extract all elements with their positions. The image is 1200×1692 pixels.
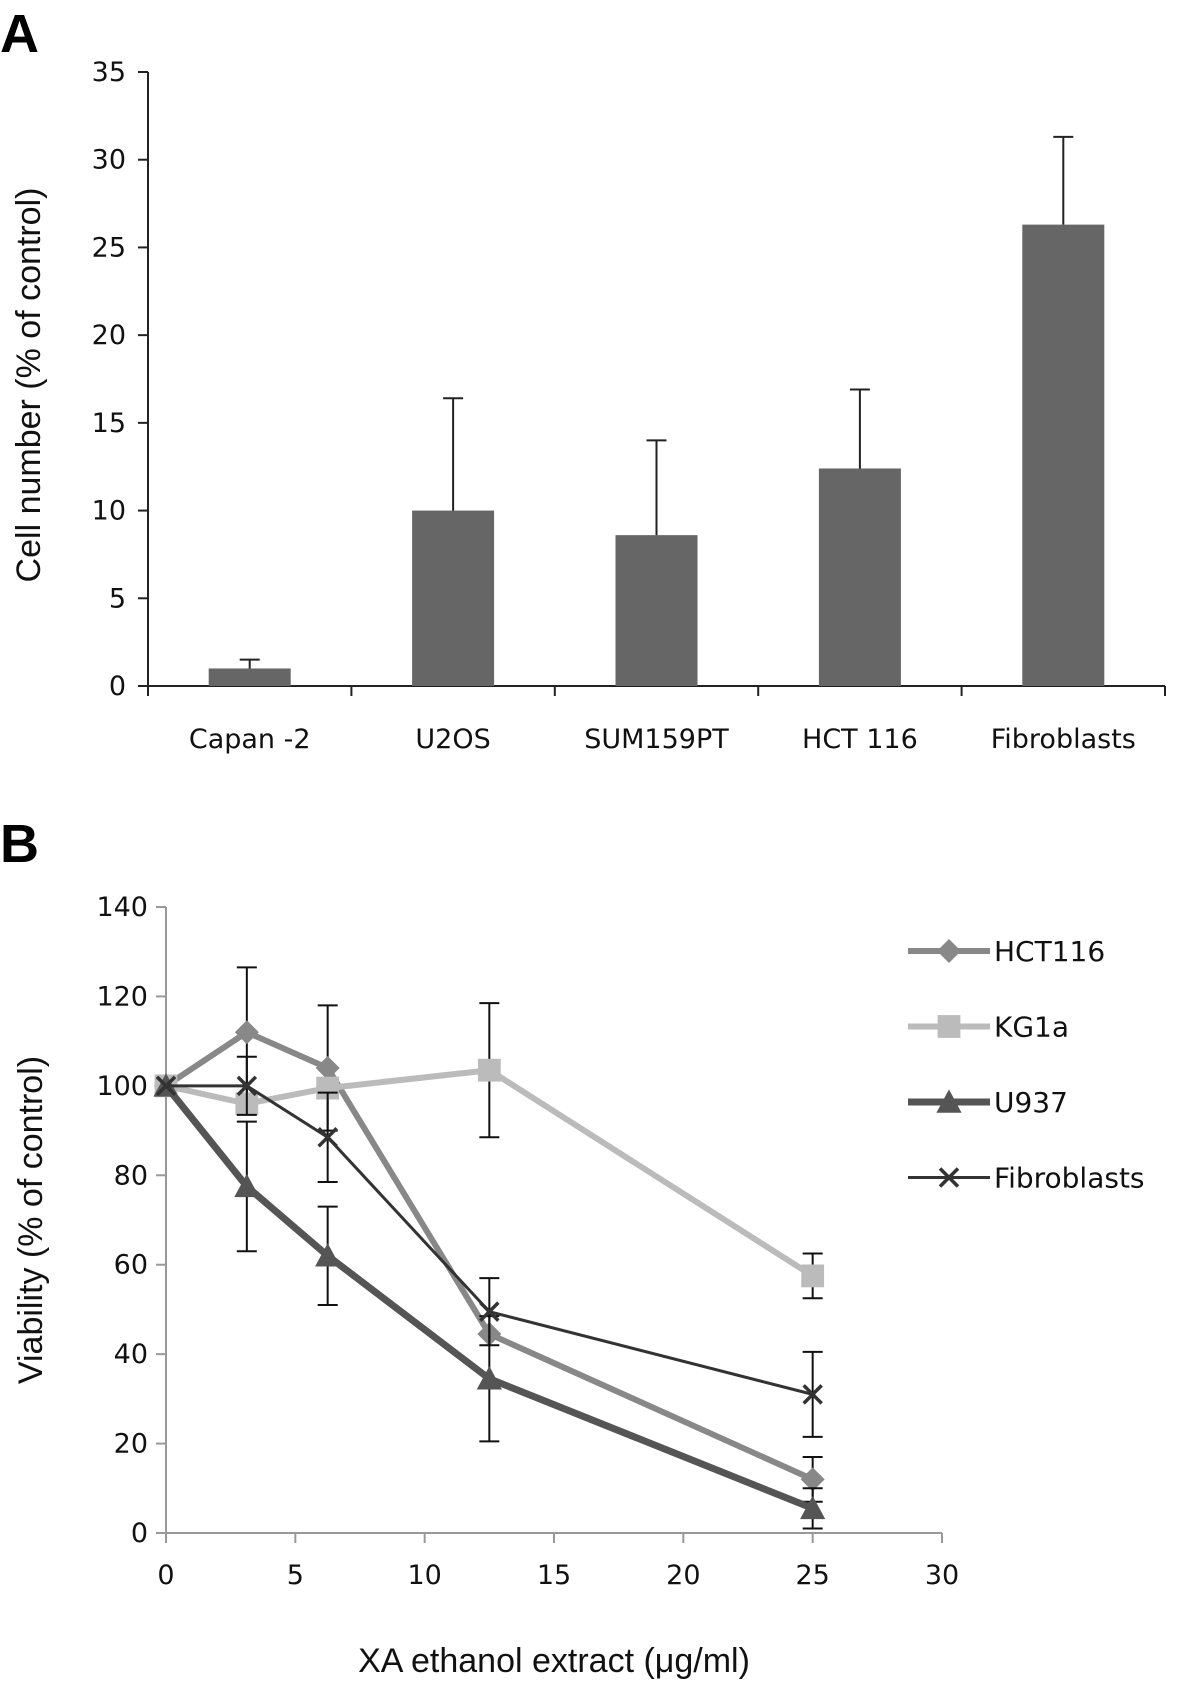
x-axis-title-b: XA ethanol extract (μg/ml) bbox=[358, 1642, 750, 1680]
bar bbox=[412, 510, 495, 686]
y-axis-title-a: Cell number (% of control) bbox=[10, 188, 48, 583]
data-point bbox=[477, 1058, 501, 1082]
legend-label: Fibroblasts bbox=[994, 1162, 1145, 1195]
data-point bbox=[317, 1127, 338, 1148]
data-point bbox=[800, 1495, 826, 1520]
legend-label: HCT116 bbox=[994, 935, 1105, 968]
panel-letter-a: A bbox=[0, 4, 39, 64]
legend-label: U937 bbox=[994, 1086, 1068, 1119]
bar bbox=[1022, 224, 1105, 686]
category-label: SUM159PT bbox=[584, 724, 729, 755]
legend-item-kg1a: KG1a bbox=[908, 1011, 1069, 1044]
data-point bbox=[315, 1055, 340, 1080]
x-tick-label-b: 5 bbox=[287, 1560, 304, 1591]
x-tick-label-b: 25 bbox=[795, 1560, 829, 1591]
data-point bbox=[801, 1264, 825, 1288]
x-tick-label-b: 0 bbox=[157, 1560, 174, 1591]
data-point bbox=[315, 1243, 341, 1267]
x-marker-stroke bbox=[938, 1167, 960, 1188]
y-tick-label-b: 40 bbox=[114, 1339, 148, 1370]
data-point bbox=[155, 1075, 177, 1097]
y-tick-label-a: 35 bbox=[92, 57, 126, 88]
bar bbox=[615, 535, 698, 686]
y-tick-label-a: 15 bbox=[92, 408, 126, 439]
bars-a bbox=[208, 224, 1105, 686]
y-tick-label-a: 30 bbox=[92, 145, 126, 176]
series-kg1a bbox=[154, 1002, 825, 1300]
legend-marker bbox=[937, 1015, 961, 1038]
panel-letter-b: B bbox=[0, 814, 39, 874]
legend-marker bbox=[937, 939, 961, 963]
legend-marker bbox=[938, 1167, 960, 1188]
legend-label: KG1a bbox=[994, 1011, 1069, 1044]
y-tick-label-b: 120 bbox=[96, 981, 148, 1012]
x-tick-label-b: 20 bbox=[666, 1560, 700, 1591]
y-ticks-a: 0 5 10 15 20 25 30 35 bbox=[92, 57, 148, 702]
x-marker-stroke bbox=[155, 1075, 177, 1097]
data-point bbox=[802, 1384, 823, 1405]
category-label: HCT 116 bbox=[802, 724, 918, 755]
x-tick-label-b: 30 bbox=[925, 1560, 959, 1591]
error-bars-a bbox=[239, 135, 1074, 669]
legend-b: HCT116 KG1a U937 Fibroblasts bbox=[908, 935, 1145, 1195]
x-tick-label-b: 15 bbox=[537, 1560, 571, 1591]
data-point bbox=[234, 1020, 259, 1045]
legend-item-hct116: HCT116 bbox=[908, 935, 1105, 968]
y-tick-label-a: 20 bbox=[92, 320, 126, 351]
line-chart-panel-b: 0 20 40 60 80 100 120 140 0 5 10 15 20 25 30 HCT116 KG… bbox=[12, 892, 1145, 1680]
legend-marker bbox=[936, 1089, 962, 1113]
bar-chart-panel-a: 0 5 10 15 20 25 30 35 Capan -2 U2OS SUM159PT HCT 1… bbox=[10, 57, 1166, 755]
y-tick-label-b: 80 bbox=[114, 1160, 148, 1191]
data-point bbox=[236, 1075, 258, 1097]
legend-item-fibroblasts: Fibroblasts bbox=[908, 1162, 1145, 1195]
y-tick-label-a: 10 bbox=[92, 496, 126, 527]
y-tick-label-a: 0 bbox=[109, 671, 126, 702]
x-marker-stroke bbox=[236, 1075, 258, 1097]
category-labels-a: Capan -2 U2OS SUM159PT HCT 116 Fibroblasts bbox=[189, 724, 1136, 755]
y-tick-label-b: 140 bbox=[96, 892, 148, 923]
y-tick-label-a: 5 bbox=[109, 583, 126, 614]
x-marker-stroke bbox=[802, 1384, 823, 1405]
y-tick-label-a: 25 bbox=[92, 232, 126, 263]
x-marker-stroke bbox=[479, 1301, 500, 1322]
series-fibroblasts bbox=[155, 1055, 823, 1438]
category-label: Capan -2 bbox=[189, 724, 311, 755]
y-tick-label-b: 20 bbox=[114, 1429, 148, 1460]
series-b bbox=[153, 966, 826, 1530]
bar bbox=[818, 468, 901, 686]
bar bbox=[208, 668, 291, 686]
y-tick-label-b: 0 bbox=[131, 1518, 148, 1549]
x-tick-label-b: 10 bbox=[407, 1560, 441, 1591]
data-point bbox=[479, 1301, 500, 1322]
x-marker-stroke bbox=[317, 1127, 338, 1148]
data-point bbox=[476, 1366, 502, 1390]
x-ticks-b: 0 5 10 15 20 25 30 bbox=[157, 1533, 959, 1591]
data-point bbox=[234, 1173, 260, 1198]
y-ticks-b: 0 20 40 60 80 100 120 140 bbox=[96, 892, 166, 1549]
y-axis-title-b: Viability (% of control) bbox=[12, 1056, 50, 1384]
y-tick-label-b: 100 bbox=[96, 1071, 148, 1102]
data-point bbox=[800, 1467, 825, 1492]
category-label: Fibroblasts bbox=[991, 724, 1136, 755]
y-tick-label-b: 60 bbox=[114, 1250, 148, 1281]
legend-item-u937: U937 bbox=[908, 1086, 1068, 1119]
data-point bbox=[316, 1076, 340, 1100]
x-ticks-a bbox=[147, 686, 1166, 696]
category-label: U2OS bbox=[415, 724, 490, 755]
